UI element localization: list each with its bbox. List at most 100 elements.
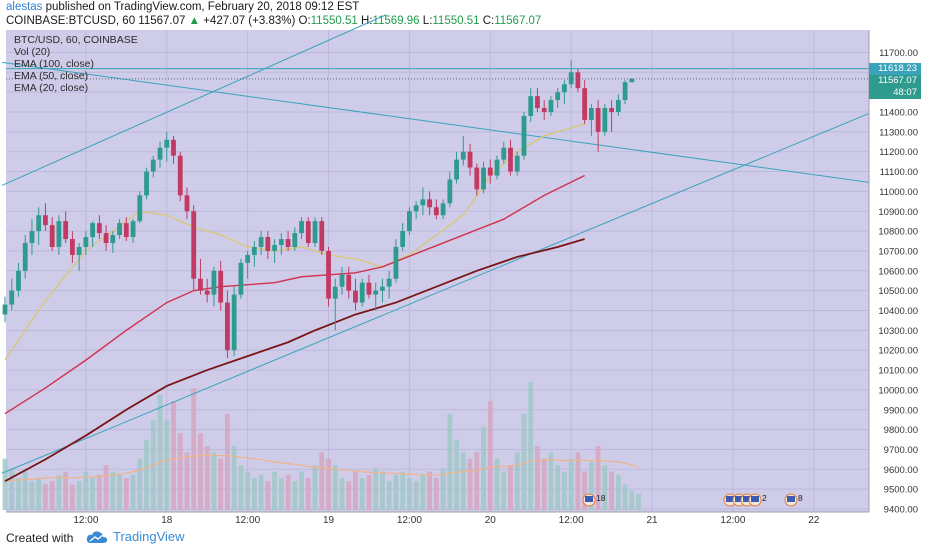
last-price-tag: 11567.07 xyxy=(869,74,921,87)
volume-bar xyxy=(103,465,109,510)
publish-info: published on TradingView.com, February 2… xyxy=(45,1,360,13)
candle-body xyxy=(407,211,412,232)
volume-bar xyxy=(562,471,567,510)
candle-body xyxy=(117,223,122,236)
volume-bar xyxy=(70,484,75,510)
time-tick-label: 19 xyxy=(323,515,335,526)
candle-body xyxy=(481,167,486,190)
candle-body xyxy=(521,115,527,156)
volume-bar xyxy=(292,481,298,510)
candle-body xyxy=(137,195,143,222)
time-tick-label: 22 xyxy=(808,515,820,526)
volume-bar xyxy=(555,465,561,510)
price-tick-label: 11400.00 xyxy=(879,108,918,119)
volume-bar xyxy=(130,474,136,510)
candle-body xyxy=(413,205,419,212)
candle-body xyxy=(494,159,500,176)
volume-bar xyxy=(636,494,641,510)
legend-ema-20[interactable]: EMA (20, close) xyxy=(14,82,89,94)
symbol-label: COINBASE:BTCUSD, 60 xyxy=(6,15,136,27)
price-tick-label: 9800.00 xyxy=(884,425,918,436)
candle-body xyxy=(238,262,244,295)
tradingview-logo[interactable]: TradingView xyxy=(86,529,185,544)
volume-bar xyxy=(83,471,89,510)
candle-body xyxy=(171,139,176,156)
time-tick-label: 12:00 xyxy=(559,515,584,526)
volume-bar xyxy=(110,471,116,510)
us-flag-icon xyxy=(787,496,795,502)
candle-body xyxy=(184,195,190,212)
candle-body xyxy=(292,233,298,247)
volume-bar xyxy=(575,452,581,510)
volume-bar xyxy=(353,471,358,510)
candle-body xyxy=(76,246,82,255)
candle-body xyxy=(312,221,318,244)
volume-bar xyxy=(548,452,554,510)
close-value: 11567.07 xyxy=(494,15,542,27)
us-flag-icon xyxy=(751,496,759,502)
legend-volume[interactable]: Vol (20) xyxy=(14,46,51,58)
volume-bar xyxy=(36,478,42,510)
candle-body xyxy=(373,290,379,295)
candle-body xyxy=(420,199,426,206)
time-axis xyxy=(6,512,869,526)
candle-body xyxy=(150,159,156,172)
bar-countdown-tag: 48:07 xyxy=(869,86,921,99)
volume-bar xyxy=(508,465,513,510)
candle-body xyxy=(225,302,230,351)
price-tick-label: 10200.00 xyxy=(878,346,918,357)
publisher-username[interactable]: alestas xyxy=(6,1,43,13)
candle-body xyxy=(615,100,621,112)
candle-body xyxy=(56,221,62,247)
candle-body xyxy=(393,246,399,279)
candle-body xyxy=(508,147,513,172)
volume-bar xyxy=(629,490,635,510)
price-tick-label: 9500.00 xyxy=(884,485,918,496)
volume-bar xyxy=(56,474,62,510)
volume-bar xyxy=(137,458,143,510)
time-tick-label: 20 xyxy=(485,515,497,526)
last-price: 11567.07 xyxy=(138,15,186,27)
volume-bar xyxy=(373,468,379,510)
price-change: +427.07 (+3.83%) xyxy=(203,15,296,27)
volume-bar xyxy=(588,462,594,510)
candle-body xyxy=(454,159,459,180)
price-tick-label: 10400.00 xyxy=(878,306,918,317)
legend-symbol[interactable]: BTC/USD, 60, COINBASE xyxy=(14,34,138,46)
candle-body xyxy=(467,151,473,168)
price-axis xyxy=(869,30,932,512)
volume-bar xyxy=(481,426,486,510)
volume-bar xyxy=(258,474,264,510)
candle-body xyxy=(211,270,217,295)
volume-bar xyxy=(359,478,365,510)
price-tick-label: 11200.00 xyxy=(879,147,918,158)
volume-bar xyxy=(16,478,21,510)
volume-bar xyxy=(63,471,69,510)
cloud-icon xyxy=(86,530,108,543)
volume-bar xyxy=(218,458,224,510)
price-chart[interactable]: 11700.0011600.0011500.0011400.0011300.00… xyxy=(0,0,932,526)
candle-body xyxy=(602,108,608,132)
time-tick-label: 21 xyxy=(646,515,658,526)
candle-body xyxy=(427,199,433,208)
price-tick-label: 10300.00 xyxy=(878,326,918,337)
legend-ema-100[interactable]: EMA (100, close) xyxy=(14,58,94,70)
volume-bar xyxy=(231,446,237,510)
legend-ema-50[interactable]: EMA (50, close) xyxy=(14,70,89,82)
candle-body xyxy=(144,171,149,196)
volume-bar xyxy=(123,478,129,510)
volume-bar xyxy=(319,452,325,510)
volume-bar xyxy=(245,471,251,510)
candle-body xyxy=(562,84,567,93)
candle-body xyxy=(278,239,284,245)
trend-line xyxy=(1,103,892,474)
volume-bar xyxy=(413,481,419,510)
volume-bar xyxy=(177,433,183,510)
volume-bar xyxy=(501,471,507,510)
candle-body xyxy=(346,274,352,291)
candle-body xyxy=(43,215,48,226)
open-value: 11550.51 xyxy=(310,15,358,27)
volume-ma-line xyxy=(4,454,639,482)
candle-body xyxy=(535,96,540,109)
candle-body xyxy=(366,282,372,295)
